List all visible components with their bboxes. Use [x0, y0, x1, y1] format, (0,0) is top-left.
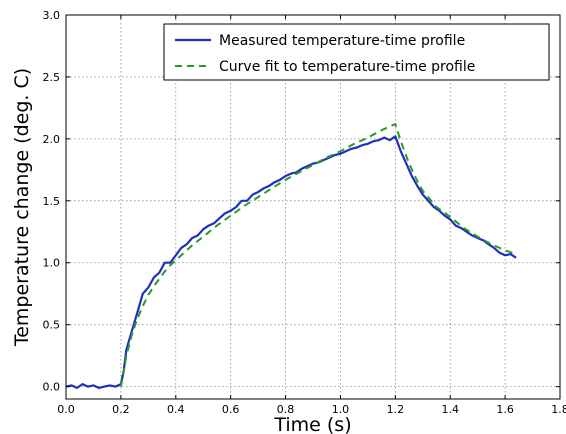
- series-curve-fit: [119, 123, 517, 387]
- y-tick-label: 0.5: [43, 319, 61, 332]
- legend-box: [163, 23, 550, 81]
- x-tick-label: 1.2: [387, 403, 405, 416]
- legend-label-curve-fit: Curve fit to temperature-time profile: [219, 59, 475, 75]
- tick-labels: 0.0 0.2 0.4 0.6 0.8 1.0 1.2 1.4 1.6 1.8 0.0 0.5 1.0 1…: [43, 9, 566, 416]
- x-tick-label: 0.0: [57, 403, 75, 416]
- y-axis-title: Temperature change (deg. C): [11, 68, 33, 347]
- y-tick-label: 2.0: [43, 133, 61, 146]
- y-tick-label: 3.0: [43, 9, 61, 22]
- y-tick-label: 2.5: [43, 71, 61, 84]
- x-tick-label: 1.8: [551, 403, 566, 416]
- legend: Measured temperature-time profile Curve …: [163, 23, 550, 81]
- series-layer: [65, 123, 517, 389]
- x-tick-label: 0.4: [167, 403, 185, 416]
- legend-label-measured: Measured temperature-time profile: [219, 33, 465, 49]
- x-tick-label: 0.6: [222, 403, 240, 416]
- x-axis-title: Time (s): [273, 414, 351, 434]
- x-tick-label: 1.0: [332, 403, 350, 416]
- x-tick-label: 0.8: [277, 403, 295, 416]
- ticks: [65, 14, 561, 399]
- y-tick-label: 1.0: [43, 257, 61, 270]
- y-tick-label: 0.0: [43, 381, 61, 394]
- x-tick-label: 0.2: [112, 403, 130, 416]
- x-tick-label: 1.4: [441, 403, 459, 416]
- plot-frame: [65, 14, 561, 400]
- y-tick-label: 1.5: [43, 195, 61, 208]
- x-tick-label: 1.6: [496, 403, 514, 416]
- series-measured: [65, 135, 517, 389]
